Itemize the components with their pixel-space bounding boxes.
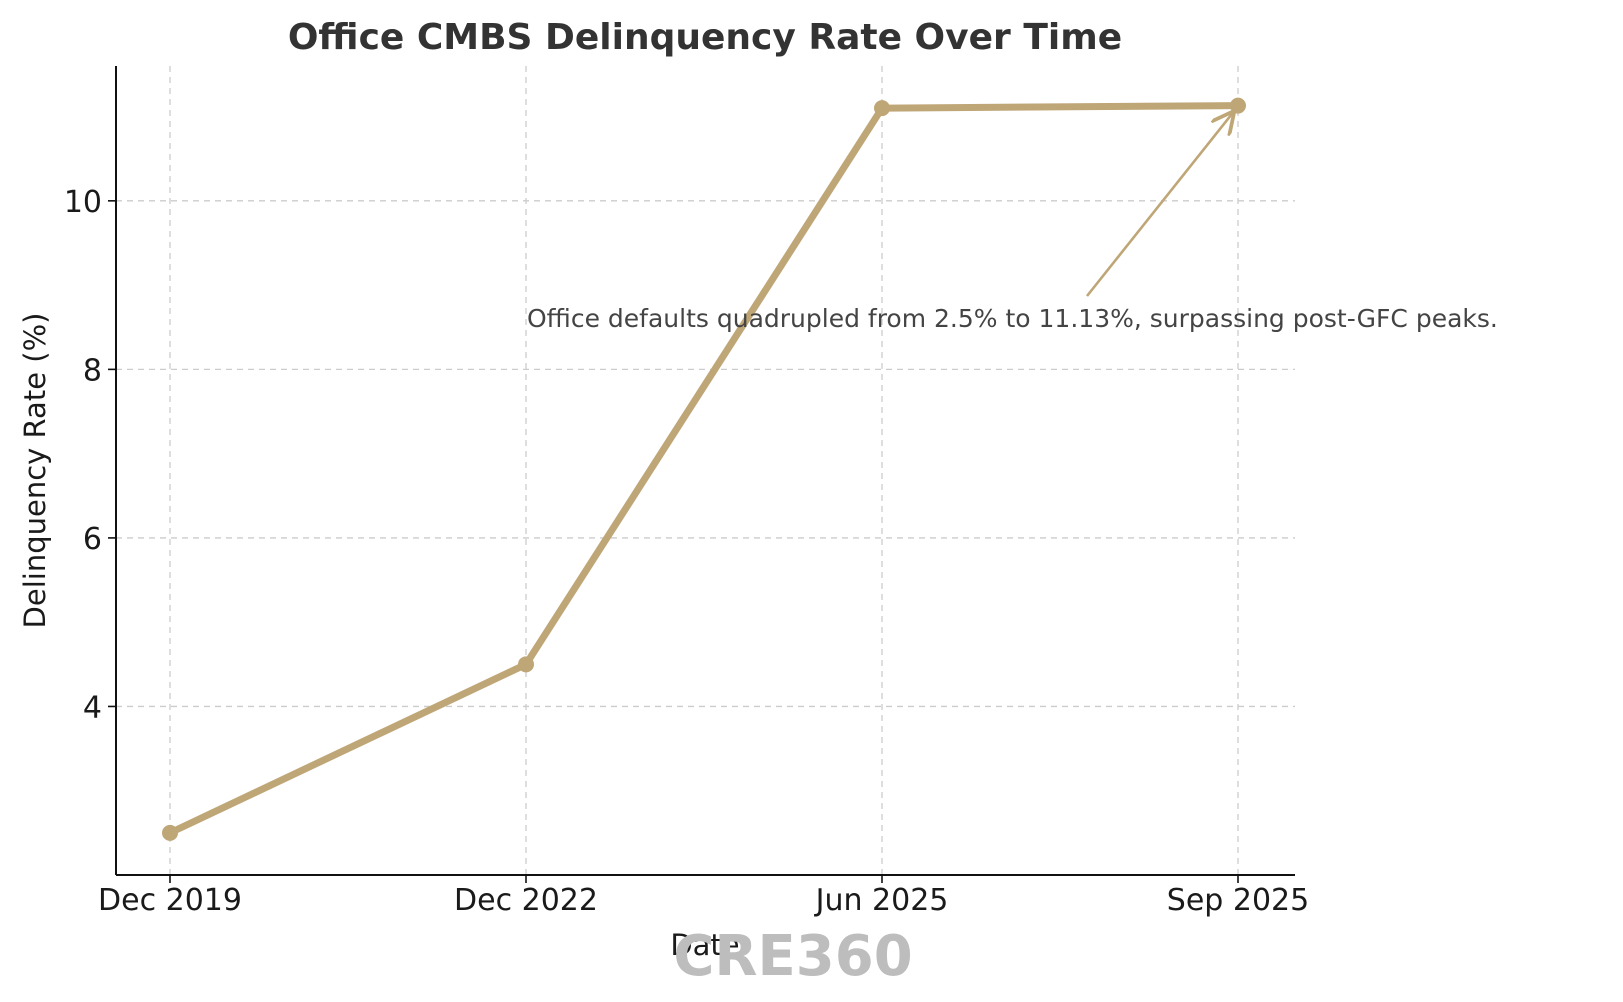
series — [162, 97, 1246, 841]
y-tick-label: 6 — [83, 522, 102, 557]
x-tick-label: Dec 2019 — [98, 883, 242, 918]
annotation: Office defaults quadrupled from 2.5% to … — [527, 113, 1498, 333]
y-tick-label: 10 — [64, 185, 102, 220]
x-axis-label: Date — [670, 928, 739, 962]
annotation-text: Office defaults quadrupled from 2.5% to … — [527, 304, 1498, 333]
x-tick-label: Dec 2022 — [454, 883, 598, 918]
y-tick-label: 8 — [83, 353, 102, 388]
data-point — [874, 100, 890, 117]
y-axis-label: Delinquency Rate (%) — [18, 313, 52, 629]
ticks: Dec 2019 Dec 2022 Jun 2025 Sep 2025 4 6 8 10 — [64, 185, 1309, 918]
y-tick-label: 4 — [83, 690, 102, 725]
grid-lines — [116, 66, 1295, 875]
data-point — [162, 824, 178, 841]
series-line — [166, 102, 1242, 837]
annotation-arrow — [1085, 113, 1233, 297]
x-tick-label: Sep 2025 — [1167, 883, 1309, 918]
x-tick-label: Jun 2025 — [814, 883, 949, 918]
watermark-logo: CRE360 — [673, 924, 912, 989]
axes — [115, 66, 1295, 876]
data-point — [1230, 97, 1246, 114]
chart-title: Office CMBS Delinquency Rate Over Time — [288, 17, 1122, 58]
data-point — [518, 656, 534, 673]
